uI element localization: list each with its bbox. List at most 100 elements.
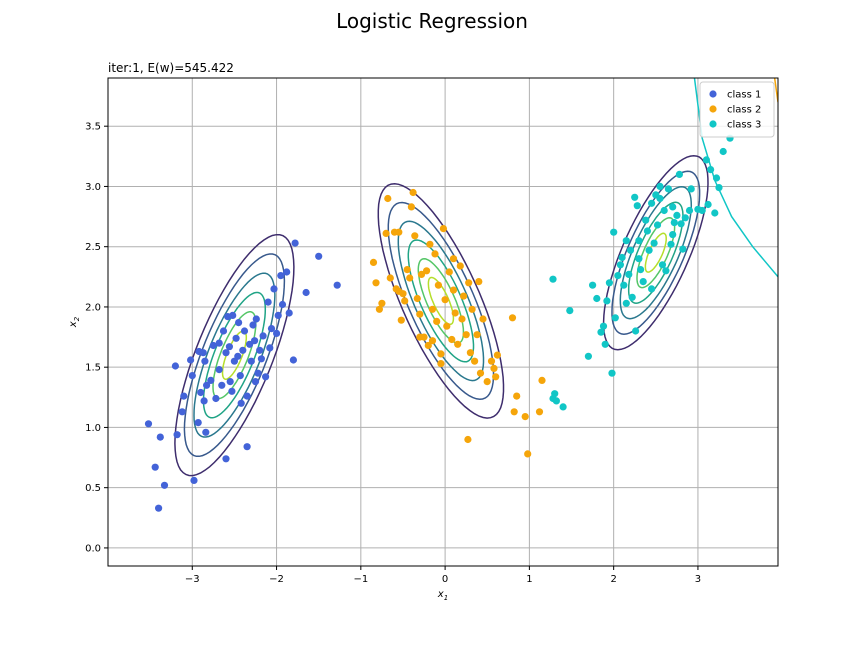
y-axis-label-main: x xyxy=(68,321,79,328)
point-class-3 xyxy=(631,193,639,201)
point-class-2 xyxy=(460,292,468,300)
point-class-1 xyxy=(243,392,251,400)
point-class-3 xyxy=(559,403,567,411)
x-tick-label: −2 xyxy=(269,574,284,585)
point-class-2 xyxy=(454,340,462,348)
point-class-2 xyxy=(465,279,473,287)
point-class-3 xyxy=(715,184,723,192)
point-class-1 xyxy=(243,443,251,451)
point-class-2 xyxy=(372,279,380,287)
point-class-3 xyxy=(667,240,675,248)
y-tick-label: 3.5 xyxy=(85,122,101,133)
density-contour xyxy=(407,239,475,363)
point-class-3 xyxy=(620,281,628,289)
density-contour xyxy=(627,201,684,304)
point-class-2 xyxy=(375,305,383,313)
point-class-1 xyxy=(251,378,260,386)
point-class-1 xyxy=(267,325,276,333)
density-contours xyxy=(174,154,709,477)
point-class-2 xyxy=(384,194,392,203)
point-class-3 xyxy=(637,266,645,274)
point-class-3 xyxy=(645,246,653,254)
point-class-1 xyxy=(278,300,287,309)
point-class-1 xyxy=(197,388,205,397)
y-tick-label: 2.0 xyxy=(85,302,101,313)
point-class-1 xyxy=(190,476,198,484)
x-tick-label: 3 xyxy=(695,574,701,585)
point-class-1 xyxy=(200,397,208,405)
point-class-2 xyxy=(431,250,439,258)
point-class-3 xyxy=(664,185,673,193)
point-class-2 xyxy=(443,322,451,330)
point-class-3 xyxy=(605,279,614,287)
point-class-2 xyxy=(466,349,474,357)
point-class-1 xyxy=(277,272,285,280)
point-class-3 xyxy=(653,221,662,229)
point-class-1 xyxy=(252,315,260,323)
point-class-1 xyxy=(219,327,228,335)
point-class-2 xyxy=(492,373,500,381)
point-class-3 xyxy=(625,270,633,278)
point-class-2 xyxy=(416,310,424,318)
point-class-3 xyxy=(632,327,640,335)
point-class-2 xyxy=(451,309,459,317)
point-class-1 xyxy=(209,341,217,350)
point-class-1 xyxy=(302,288,310,297)
point-class-3 xyxy=(626,246,635,254)
point-class-1 xyxy=(262,373,270,381)
point-class-2 xyxy=(395,228,403,236)
point-class-1 xyxy=(225,343,233,351)
point-class-1 xyxy=(240,327,249,335)
point-class-1 xyxy=(285,309,293,317)
point-class-3 xyxy=(633,202,641,210)
point-class-3 xyxy=(673,211,681,219)
point-class-3 xyxy=(601,340,609,348)
y-tick-label: 1.5 xyxy=(85,363,101,374)
point-class-1 xyxy=(229,311,237,319)
point-class-3 xyxy=(622,299,630,307)
point-class-3 xyxy=(635,237,643,245)
point-class-1 xyxy=(266,344,274,352)
x-axis-ticks: −3 −2 −1 0 1 2 3 xyxy=(185,566,701,585)
point-class-2 xyxy=(378,299,386,307)
point-class-2 xyxy=(476,369,485,377)
point-class-1 xyxy=(215,366,223,374)
point-class-1 xyxy=(274,311,282,319)
point-class-1 xyxy=(259,332,267,340)
point-class-3 xyxy=(610,228,618,236)
y-axis-label-sub: 2 xyxy=(73,316,81,321)
point-class-2 xyxy=(401,297,409,305)
point-class-3 xyxy=(603,297,611,305)
density-contour xyxy=(427,276,455,326)
x-tick-label: −1 xyxy=(353,574,368,585)
point-class-3 xyxy=(719,147,727,156)
legend-marker xyxy=(709,120,717,128)
point-class-2 xyxy=(458,315,466,323)
point-class-2 xyxy=(433,317,441,325)
point-class-1 xyxy=(237,399,245,407)
point-class-3 xyxy=(675,170,684,178)
point-class-2 xyxy=(448,335,456,344)
point-class-2 xyxy=(513,392,521,400)
point-class-3 xyxy=(635,255,643,263)
point-class-2 xyxy=(437,350,445,358)
point-class-2 xyxy=(483,378,491,386)
point-class-2 xyxy=(437,360,445,368)
point-class-1 xyxy=(187,356,195,364)
point-class-2 xyxy=(369,258,378,266)
point-class-3 xyxy=(656,182,664,190)
point-class-2 xyxy=(487,357,496,365)
point-class-2 xyxy=(456,262,464,270)
point-class-1 xyxy=(171,362,179,370)
point-class-2 xyxy=(462,331,470,339)
point-class-2 xyxy=(407,203,415,211)
density-contour xyxy=(417,257,465,344)
point-class-1 xyxy=(188,372,196,380)
point-class-2 xyxy=(439,225,447,233)
point-class-3 xyxy=(611,314,619,322)
x-axis-label-sub: 1 xyxy=(444,594,448,602)
point-class-3 xyxy=(658,261,667,269)
point-class-3 xyxy=(551,390,559,398)
